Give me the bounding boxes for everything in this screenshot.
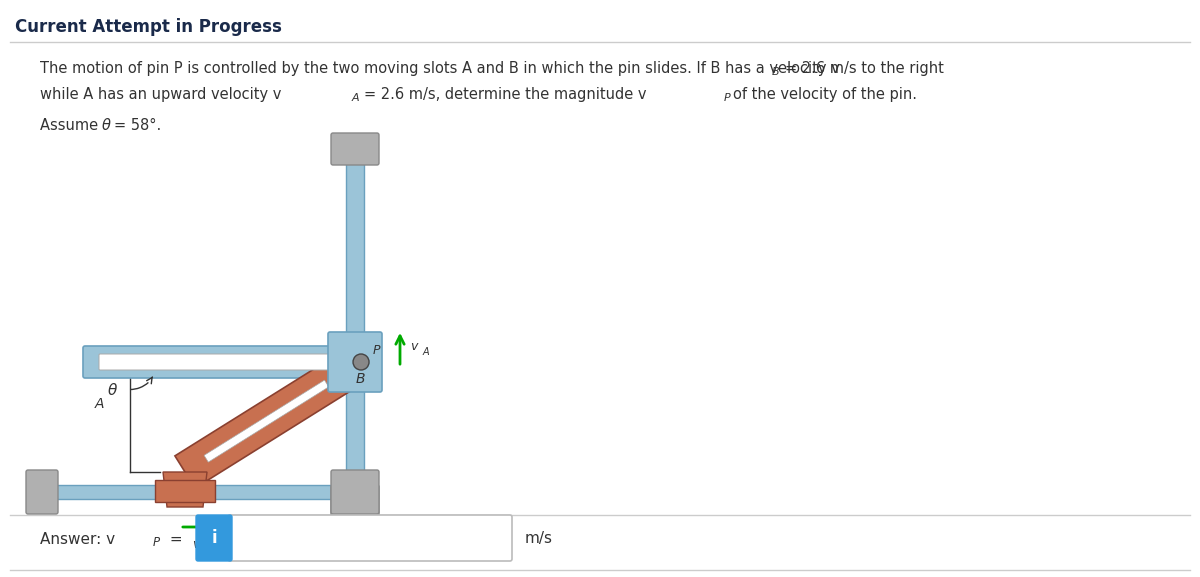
FancyBboxPatch shape	[228, 515, 512, 561]
Text: v: v	[410, 340, 418, 354]
Text: Assume: Assume	[40, 118, 103, 133]
Bar	[38, 485, 378, 499]
FancyBboxPatch shape	[331, 485, 379, 517]
Text: Current Attempt in Progress: Current Attempt in Progress	[14, 18, 282, 36]
Polygon shape	[163, 472, 208, 507]
Text: P: P	[724, 93, 731, 103]
Text: i: i	[211, 529, 217, 547]
Text: B: B	[772, 67, 780, 77]
Polygon shape	[175, 358, 352, 488]
Bar	[346, 145, 364, 505]
Text: P: P	[154, 537, 160, 549]
FancyBboxPatch shape	[331, 133, 379, 165]
Text: θ: θ	[102, 118, 112, 133]
Text: m/s: m/s	[526, 531, 553, 546]
Text: A: A	[422, 347, 430, 357]
Text: $\theta$: $\theta$	[107, 382, 118, 398]
Text: = 2.6 m/s, determine the magnitude v: = 2.6 m/s, determine the magnitude v	[364, 88, 647, 103]
Polygon shape	[204, 380, 329, 462]
Text: while A has an upward velocity v: while A has an upward velocity v	[40, 88, 281, 103]
Text: P: P	[373, 343, 380, 357]
Text: Answer: v: Answer: v	[40, 531, 115, 546]
Text: of the velocity of the pin.: of the velocity of the pin.	[733, 88, 917, 103]
Text: The motion of pin P is controlled by the two moving slots A and B in which the p: The motion of pin P is controlled by the…	[40, 62, 840, 77]
Text: A: A	[95, 397, 104, 411]
Text: = 2.6 m/s to the right: = 2.6 m/s to the right	[785, 62, 944, 77]
Text: v: v	[192, 538, 199, 552]
FancyBboxPatch shape	[83, 346, 332, 378]
FancyBboxPatch shape	[328, 332, 382, 392]
Text: A: A	[352, 93, 360, 103]
FancyBboxPatch shape	[331, 470, 379, 514]
FancyBboxPatch shape	[26, 470, 58, 514]
FancyBboxPatch shape	[98, 354, 331, 370]
Circle shape	[353, 354, 370, 370]
Bar	[155, 480, 215, 502]
Text: B: B	[356, 372, 365, 386]
Text: = 58°.: = 58°.	[114, 118, 161, 133]
Text: =: =	[166, 531, 182, 546]
Text: B: B	[204, 544, 211, 554]
FancyBboxPatch shape	[196, 515, 232, 561]
